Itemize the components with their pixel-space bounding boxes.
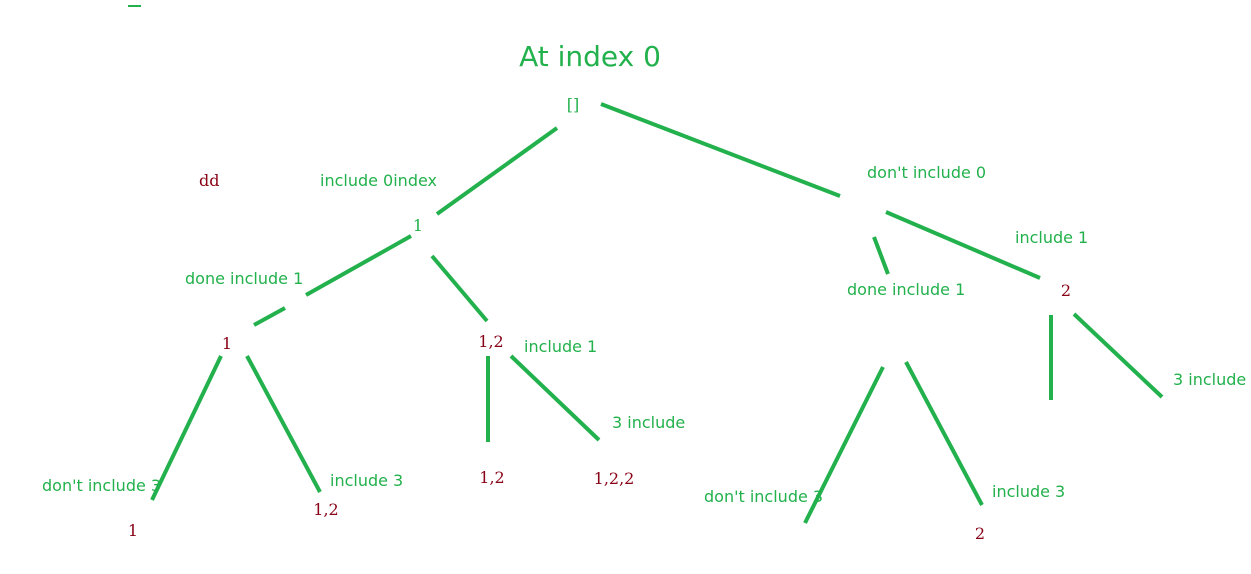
node-l1-right: 1,2 xyxy=(478,332,503,351)
node-root: [] xyxy=(567,95,579,114)
label-dont-include-0: don't include 0 xyxy=(867,163,986,182)
label-include-0index: include 0index xyxy=(320,171,437,190)
diagram-title: At index 0 xyxy=(519,40,661,73)
stray-text: dd xyxy=(199,171,219,190)
node-l1: 1 xyxy=(413,216,423,235)
edge-root-right xyxy=(600,102,841,198)
label-dont-include-3-right: don't include 3 xyxy=(704,487,823,506)
label-done-include-1-left: done include 1 xyxy=(185,269,303,288)
edge-rl-right xyxy=(904,361,984,506)
edge-root-left xyxy=(435,126,559,216)
node-leaf-1-2-b: 1,2 xyxy=(479,468,504,487)
edge-1-left xyxy=(150,355,223,501)
edge-l1-left xyxy=(305,234,412,297)
node-l1-left: 1 xyxy=(222,334,232,353)
edge-rl-left xyxy=(803,366,885,524)
edge-l1-left-cont xyxy=(253,306,286,327)
edge-1-right xyxy=(245,355,322,493)
node-leaf-1: 1 xyxy=(128,521,138,540)
node-leaf-1-2: 1,2 xyxy=(313,500,338,519)
label-done-include-1-right: done include 1 xyxy=(847,280,965,299)
node-leaf-2: 2 xyxy=(975,524,985,543)
label-include-1-mid: include 1 xyxy=(524,337,597,356)
node-r2: 2 xyxy=(1061,281,1071,300)
label-dont-include-3-left: don't include 3 xyxy=(42,476,161,495)
edge-r-right xyxy=(885,210,1041,280)
label-3-include-right: 3 include xyxy=(1173,370,1246,389)
label-include-3-left: include 3 xyxy=(330,471,403,490)
edge-r-left xyxy=(872,236,890,275)
edge-2-right xyxy=(1072,312,1164,399)
node-leaf-1-2-2: 1,2,2 xyxy=(594,469,635,488)
tree-edges xyxy=(150,102,1164,524)
label-include-3-right: include 3 xyxy=(992,482,1065,501)
edge-12-right xyxy=(509,354,601,442)
edge-l1-right xyxy=(430,254,489,323)
label-include-1-right: include 1 xyxy=(1015,228,1088,247)
label-3-include-mid: 3 include xyxy=(612,413,685,432)
